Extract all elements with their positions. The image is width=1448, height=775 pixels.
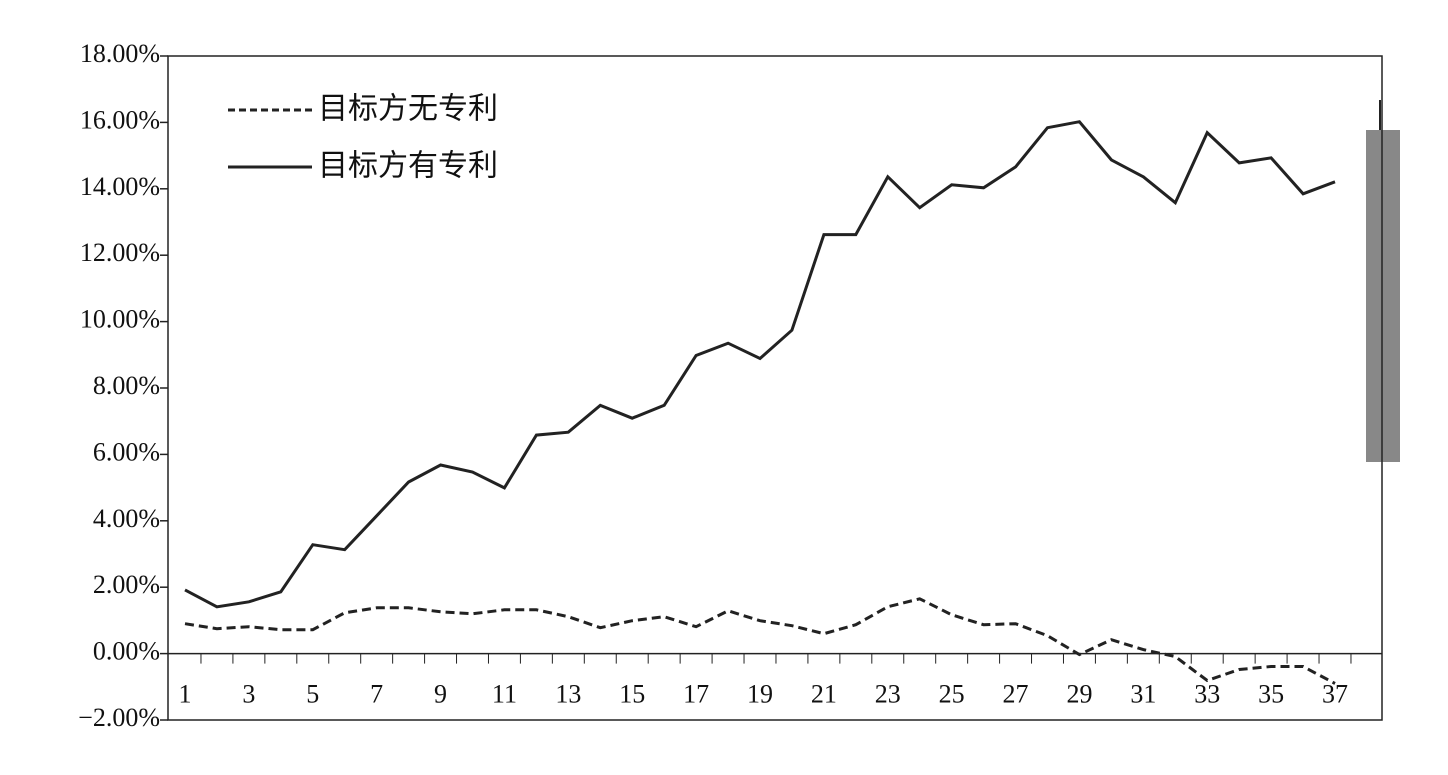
x-tick-label: 9 — [434, 680, 447, 709]
y-tick-label: 14.00% — [80, 172, 160, 201]
series-line — [184, 597, 1336, 685]
x-tick-label: 7 — [370, 680, 383, 709]
y-tick-label: −2.00% — [78, 703, 160, 732]
x-tick-label: 23 — [875, 680, 901, 709]
x-tick-label: 15 — [619, 680, 645, 709]
y-tick-label: 12.00% — [80, 238, 160, 267]
x-tick-label: 37 — [1322, 680, 1348, 709]
scrollbar — [1366, 130, 1400, 462]
y-tick-label: 16.00% — [80, 105, 160, 134]
x-tick-label: 31 — [1130, 680, 1156, 709]
x-tick-label: 33 — [1194, 680, 1220, 709]
x-tick-label: 13 — [555, 680, 581, 709]
y-tick-label: 0.00% — [93, 637, 160, 666]
x-tick-label: 1 — [179, 680, 192, 709]
y-tick-label: 18.00% — [80, 39, 160, 68]
x-tick-label: 25 — [939, 680, 965, 709]
x-tick-label: 5 — [306, 680, 319, 709]
y-tick-label: 4.00% — [93, 504, 160, 533]
x-tick-label: 11 — [492, 680, 517, 709]
x-tick-label: 17 — [683, 680, 709, 709]
x-tick-label: 19 — [747, 680, 773, 709]
x-tick-label: 21 — [811, 680, 837, 709]
legend-label: 目标方无专利 — [318, 92, 498, 127]
series-line — [184, 120, 1336, 609]
x-tick-label: 3 — [242, 680, 255, 709]
y-tick-label: 2.00% — [93, 570, 160, 599]
x-tick-label: 29 — [1066, 680, 1092, 709]
x-tick-label: 35 — [1258, 680, 1284, 709]
legend-label: 目标方有专利 — [318, 149, 498, 184]
y-tick-label: 8.00% — [93, 371, 160, 400]
y-tick-label: 10.00% — [80, 305, 160, 334]
x-tick-label: 27 — [1003, 680, 1029, 709]
y-tick-label: 6.00% — [93, 437, 160, 466]
